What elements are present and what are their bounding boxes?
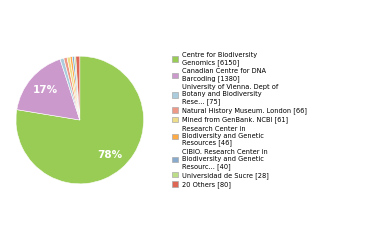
Wedge shape [70, 57, 80, 120]
Wedge shape [76, 56, 80, 120]
Wedge shape [16, 56, 144, 184]
Text: 17%: 17% [32, 85, 57, 95]
Wedge shape [64, 57, 80, 120]
Wedge shape [74, 56, 80, 120]
Wedge shape [17, 59, 80, 120]
Legend: Centre for Biodiversity
Genomics [6150], Canadian Centre for DNA
Barcoding [1380: Centre for Biodiversity Genomics [6150],… [173, 52, 307, 188]
Wedge shape [60, 58, 80, 120]
Text: 78%: 78% [97, 150, 122, 160]
Wedge shape [67, 57, 80, 120]
Wedge shape [72, 56, 80, 120]
